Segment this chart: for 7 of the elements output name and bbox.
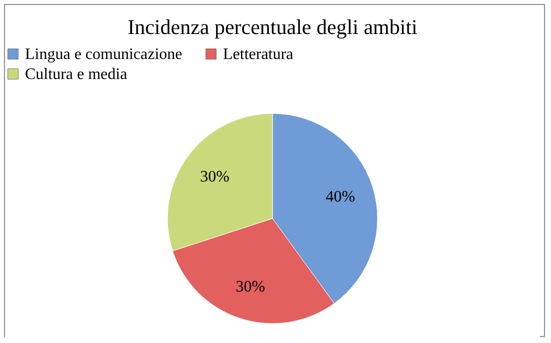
legend-label: Lingua e comunicazione [25, 46, 182, 63]
legend-label: Cultura e media [25, 66, 128, 83]
chart-title: Incidenza percentuale degli ambiti [128, 15, 418, 39]
data-label: 30% [236, 278, 266, 296]
data-label: 40% [326, 188, 356, 206]
legend-label: Letteratura [223, 46, 294, 63]
data-label: 30% [200, 168, 230, 186]
